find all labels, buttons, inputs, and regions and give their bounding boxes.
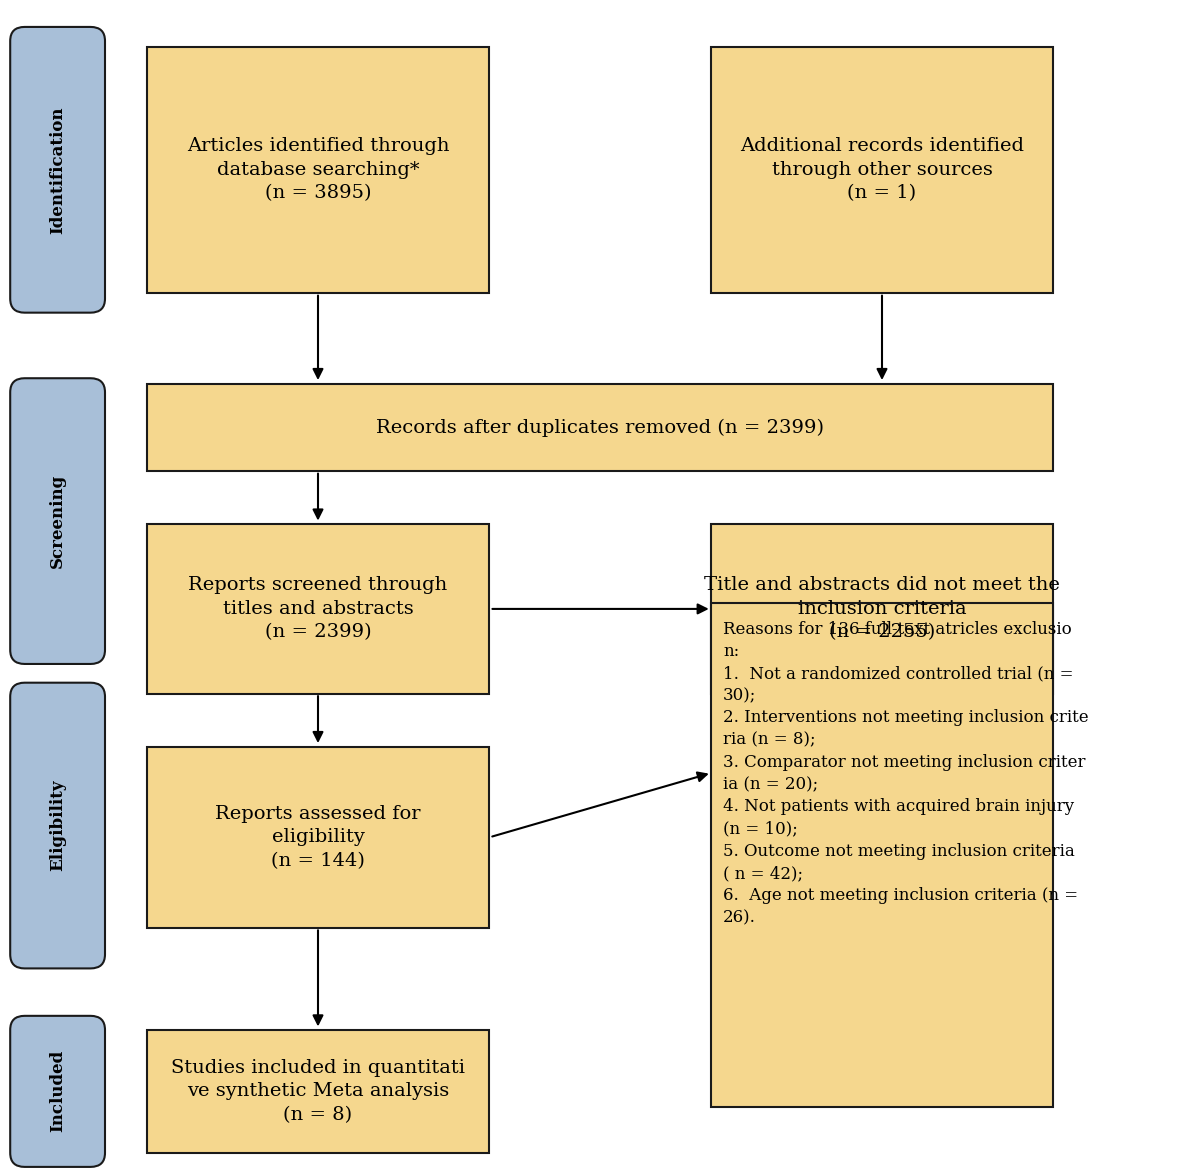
FancyBboxPatch shape [710, 47, 1054, 293]
FancyBboxPatch shape [10, 27, 106, 313]
FancyBboxPatch shape [10, 378, 106, 664]
FancyBboxPatch shape [10, 1015, 106, 1166]
FancyBboxPatch shape [148, 747, 490, 927]
Text: Included: Included [49, 1050, 66, 1132]
FancyBboxPatch shape [710, 603, 1054, 1107]
Text: Title and abstracts did not meet the
inclusion criteria
(n = 2255): Title and abstracts did not meet the inc… [704, 576, 1060, 642]
Text: Records after duplicates removed (n = 2399): Records after duplicates removed (n = 23… [376, 418, 824, 437]
FancyBboxPatch shape [148, 525, 490, 693]
FancyBboxPatch shape [710, 525, 1054, 693]
FancyBboxPatch shape [148, 47, 490, 293]
Text: Reasons for 136 full-text atricles exclusio
n:
1.  Not a randomized controlled t: Reasons for 136 full-text atricles exclu… [722, 621, 1088, 926]
Text: Studies included in quantitati
ve synthetic Meta analysis
(n = 8): Studies included in quantitati ve synthe… [172, 1059, 466, 1124]
Text: Additional records identified
through other sources
(n = 1): Additional records identified through ot… [740, 137, 1024, 203]
FancyBboxPatch shape [148, 1030, 490, 1152]
FancyBboxPatch shape [10, 683, 106, 968]
Text: Reports assessed for
eligibility
(n = 144): Reports assessed for eligibility (n = 14… [215, 804, 421, 870]
Text: Screening: Screening [49, 474, 66, 568]
Text: Reports screened through
titles and abstracts
(n = 2399): Reports screened through titles and abst… [188, 576, 448, 642]
Text: Eligibility: Eligibility [49, 780, 66, 871]
Text: Articles identified through
database searching*
(n = 3895): Articles identified through database sea… [187, 137, 449, 203]
Text: Identification: Identification [49, 107, 66, 233]
FancyBboxPatch shape [148, 384, 1054, 471]
